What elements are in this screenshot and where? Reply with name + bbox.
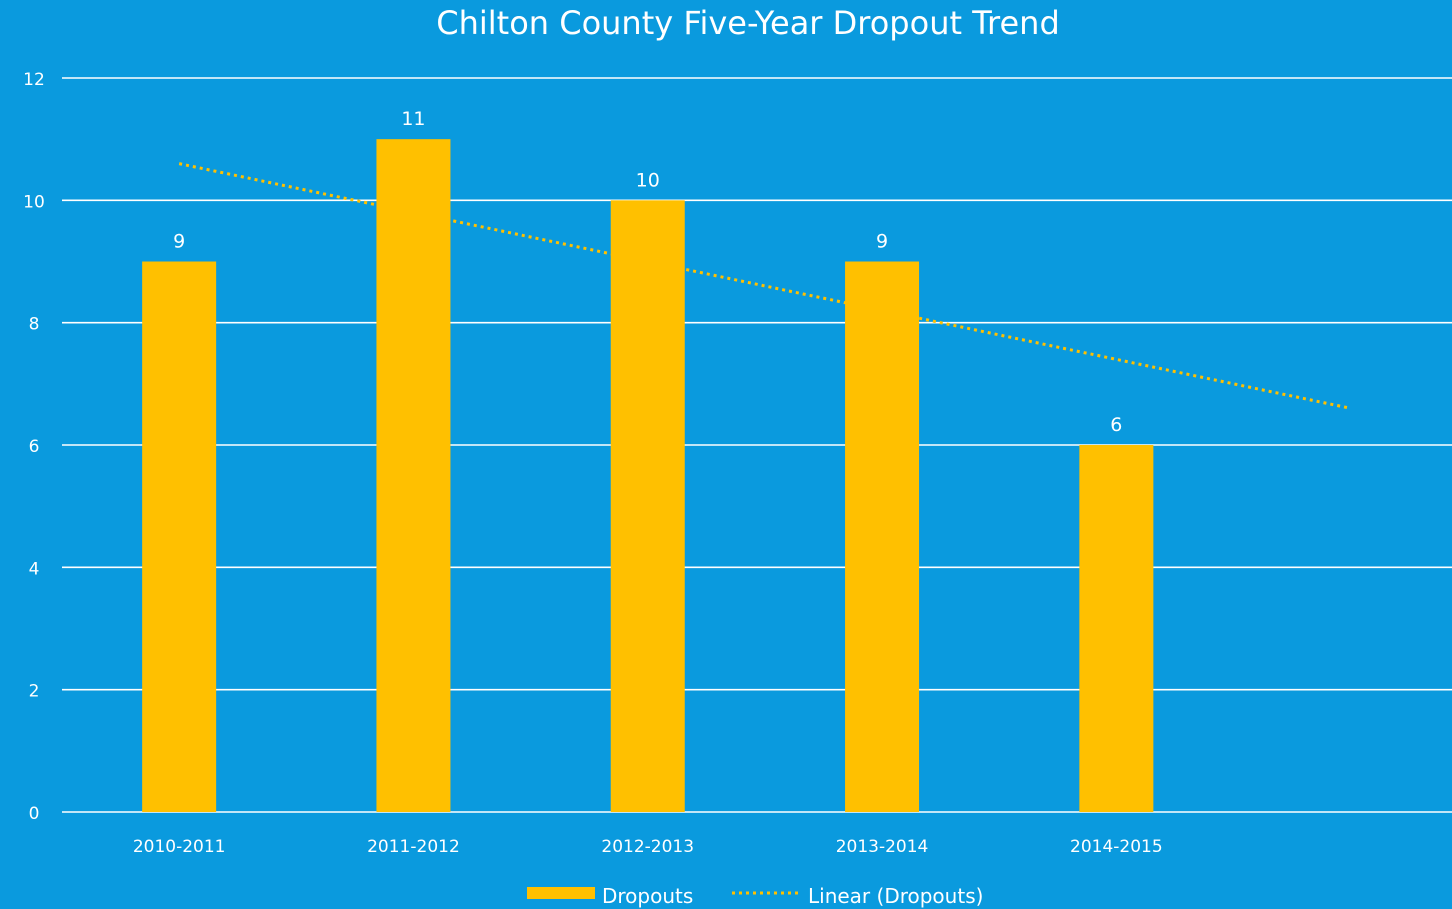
x-axis-tick-labels: 2010-2011 2011-2012 2012-2013 2013-2014 2014… [133,837,1163,857]
bar [142,261,217,812]
bar [1079,445,1154,812]
x-tick-label: 2010-2011 [133,837,226,857]
bars [142,139,1154,813]
data-label: 6 [1110,414,1122,436]
data-label: 11 [401,108,425,130]
y-tick-label: 8 [29,315,40,335]
y-axis-tick-labels: 0 2 4 6 8 10 12 [23,70,45,824]
y-tick-label: 2 [29,682,40,702]
data-label: 10 [636,169,660,191]
y-tick-label: 10 [23,192,45,212]
x-tick-label: 2014-2015 [1070,837,1163,857]
bar [376,139,451,812]
y-tick-label: 6 [29,437,40,457]
x-tick-label: 2013-2014 [836,837,929,857]
legend-label-dropouts: Dropouts [602,884,693,908]
y-tick-label: 4 [29,559,40,579]
data-labels: 9 11 10 9 6 [173,108,1122,436]
gridlines [62,77,1452,813]
data-label: 9 [173,231,185,253]
legend-swatch-dropouts [527,887,595,899]
data-label: 9 [876,231,888,253]
bar [845,261,920,812]
x-tick-label: 2012-2013 [601,837,694,857]
y-tick-label: 0 [29,804,40,824]
legend-label-trendline: Linear (Dropouts) [808,884,983,908]
legend: Dropouts Linear (Dropouts) [527,884,983,908]
bar [610,200,685,813]
x-tick-label: 2011-2012 [367,837,460,857]
chart-title: Chilton County Five-Year Dropout Trend [436,4,1060,42]
y-tick-label: 12 [23,70,45,90]
